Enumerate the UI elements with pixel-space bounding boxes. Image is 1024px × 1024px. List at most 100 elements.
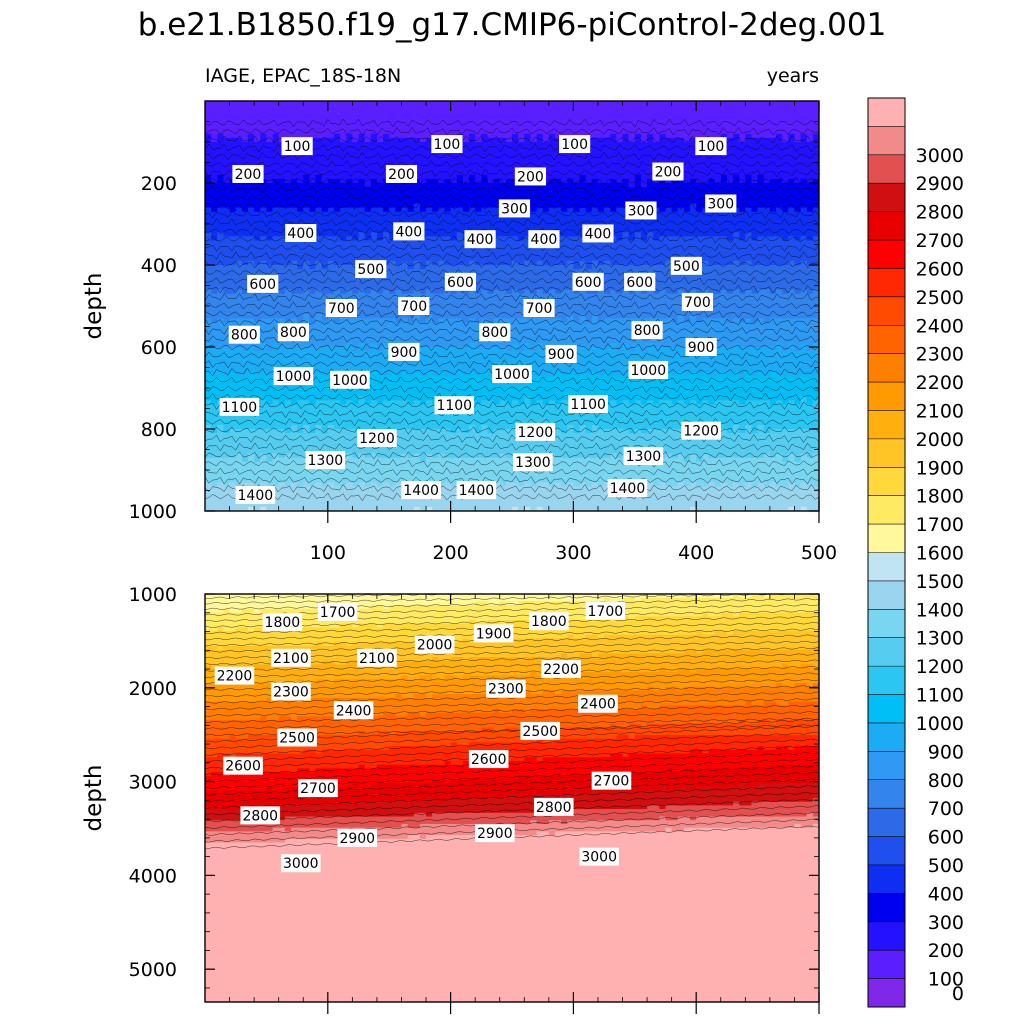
field-cell	[462, 301, 470, 307]
field-cell	[444, 154, 452, 159]
field-cell	[211, 301, 218, 307]
field-cell	[751, 125, 759, 131]
field-cell	[677, 228, 685, 233]
field-cell	[542, 174, 550, 180]
field-cell	[677, 244, 685, 250]
field-cell	[751, 232, 759, 237]
field-cell	[217, 281, 225, 287]
field-cell	[530, 121, 538, 127]
field-cell	[573, 297, 581, 303]
field-cell	[554, 117, 562, 123]
field-cell	[788, 129, 796, 135]
field-cell	[733, 166, 740, 172]
field-cell	[769, 174, 777, 180]
field-cell	[683, 150, 691, 155]
field-cell	[272, 150, 280, 155]
field-cell	[260, 199, 267, 205]
field-cell	[438, 297, 446, 303]
field-cell	[303, 269, 310, 274]
field-cell	[327, 199, 335, 205]
field-cell	[241, 224, 249, 229]
field-cell	[407, 162, 415, 168]
field-cell	[346, 281, 353, 287]
field-cell	[241, 117, 249, 123]
field-cell	[487, 211, 495, 217]
field-cell	[505, 265, 513, 270]
field-cell	[462, 293, 470, 299]
field-cell	[714, 273, 722, 278]
field-cell	[235, 207, 243, 213]
field-cell	[376, 228, 384, 233]
field-cell	[247, 142, 255, 147]
field-cell	[512, 260, 519, 266]
field-cell	[493, 166, 501, 172]
field-cell	[346, 191, 353, 196]
field-cell	[548, 158, 556, 164]
field-cell	[683, 281, 691, 287]
field-cell	[297, 244, 304, 250]
field-cell	[776, 203, 783, 209]
field-cell	[223, 101, 231, 106]
field-cell	[444, 109, 452, 114]
field-cell	[776, 178, 783, 184]
field-cell	[640, 113, 648, 118]
field-cell	[653, 146, 660, 151]
field-cell	[284, 113, 292, 118]
field-cell	[462, 166, 470, 172]
field-cell	[309, 252, 317, 258]
field-cell	[720, 121, 728, 127]
field-cell	[413, 183, 421, 188]
field-cell	[432, 269, 439, 274]
field-cell	[303, 207, 310, 213]
field-cell	[475, 285, 482, 291]
field-cell	[481, 166, 489, 172]
field-cell	[714, 269, 722, 274]
field-cell	[426, 199, 433, 205]
field-cell	[278, 101, 286, 106]
field-cell	[671, 183, 679, 188]
field-cell	[383, 260, 390, 266]
field-cell	[739, 191, 746, 196]
field-cell	[469, 117, 476, 123]
field-cell	[776, 232, 783, 237]
field-cell	[800, 183, 808, 188]
field-cell	[487, 297, 495, 303]
field-cell	[726, 293, 734, 299]
field-cell	[505, 301, 513, 307]
field-cell	[585, 183, 593, 188]
field-cell	[376, 203, 384, 209]
field-cell	[782, 252, 789, 258]
field-cell	[726, 236, 734, 241]
field-cell	[696, 219, 703, 225]
field-cell	[640, 219, 648, 225]
field-cell	[419, 219, 427, 225]
field-cell	[554, 248, 562, 254]
field-cell	[518, 154, 525, 159]
field-cell	[358, 117, 366, 123]
field-cell	[788, 228, 796, 233]
field-cell	[597, 117, 605, 123]
field-cell	[290, 109, 298, 114]
field-cell	[247, 203, 255, 209]
field-cell	[376, 219, 384, 225]
field-cell	[628, 158, 636, 164]
field-cell	[585, 174, 593, 180]
field-cell	[739, 301, 746, 307]
field-cell	[432, 293, 439, 299]
field-cell	[223, 252, 231, 258]
field-cell	[487, 125, 495, 131]
field-cell	[327, 252, 335, 258]
field-cell	[585, 211, 593, 217]
field-cell	[241, 293, 249, 299]
field-cell	[665, 248, 673, 254]
field-cell	[726, 183, 734, 188]
field-cell	[401, 269, 409, 274]
field-cell	[806, 273, 814, 278]
field-cell	[358, 166, 366, 172]
field-cell	[776, 240, 783, 246]
field-cell	[389, 105, 396, 110]
field-cell	[327, 191, 335, 196]
field-cell	[647, 289, 654, 295]
field-cell	[315, 273, 323, 278]
field-cell	[512, 285, 519, 291]
